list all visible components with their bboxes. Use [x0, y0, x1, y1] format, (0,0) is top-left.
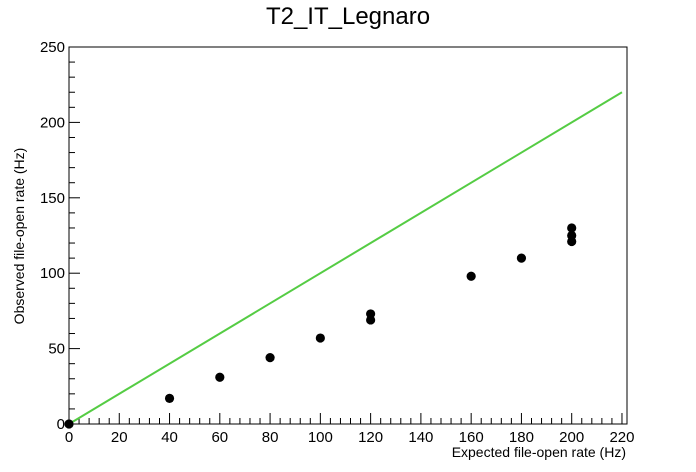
x-tick-label: 100 [308, 429, 333, 446]
y-tick-label: 0 [57, 416, 65, 433]
x-tick-label: 220 [609, 429, 634, 446]
x-tick-label: 40 [161, 429, 178, 446]
data-point [567, 223, 577, 233]
y-tick-label: 250 [40, 39, 65, 56]
reference-line [68, 91, 623, 425]
x-tick-label: 60 [211, 429, 228, 446]
x-tick-label: 160 [459, 429, 484, 446]
y-tick-label: 50 [48, 341, 65, 358]
data-point [64, 419, 74, 429]
data-point [516, 253, 527, 263]
x-tick-label: 120 [358, 429, 383, 446]
plot-frame [68, 46, 628, 425]
x-tick-label: 80 [262, 429, 279, 446]
data-point [315, 333, 325, 343]
y-axis-label: Observed file-open rate (Hz) [11, 148, 27, 325]
x-tick-label: 140 [408, 429, 433, 446]
y-tick-label: 200 [40, 114, 65, 131]
x-tick-label: 180 [509, 429, 534, 446]
chart-title: T2_IT_Legnaro [266, 3, 430, 30]
data-point [265, 353, 275, 363]
y-tick-label: 100 [40, 265, 65, 282]
x-tick-label: 20 [111, 429, 128, 446]
data-point [567, 230, 577, 241]
y-tick-label: 150 [40, 190, 65, 207]
y-axis-ticks: 0 50 100 150 200 250 [40, 39, 80, 433]
data-point [466, 271, 476, 281]
data-point [366, 309, 376, 319]
x-axis-ticks: 0 20 40 60 80 100 120 140 160 180 200 220 [65, 413, 634, 446]
x-tick-label: 200 [559, 429, 584, 446]
x-tick-label: 0 [65, 429, 73, 446]
x-axis-label: Expected file-open rate (Hz) [452, 444, 626, 460]
data-point [164, 393, 175, 403]
series-layer [64, 91, 623, 429]
data-point [215, 372, 225, 382]
